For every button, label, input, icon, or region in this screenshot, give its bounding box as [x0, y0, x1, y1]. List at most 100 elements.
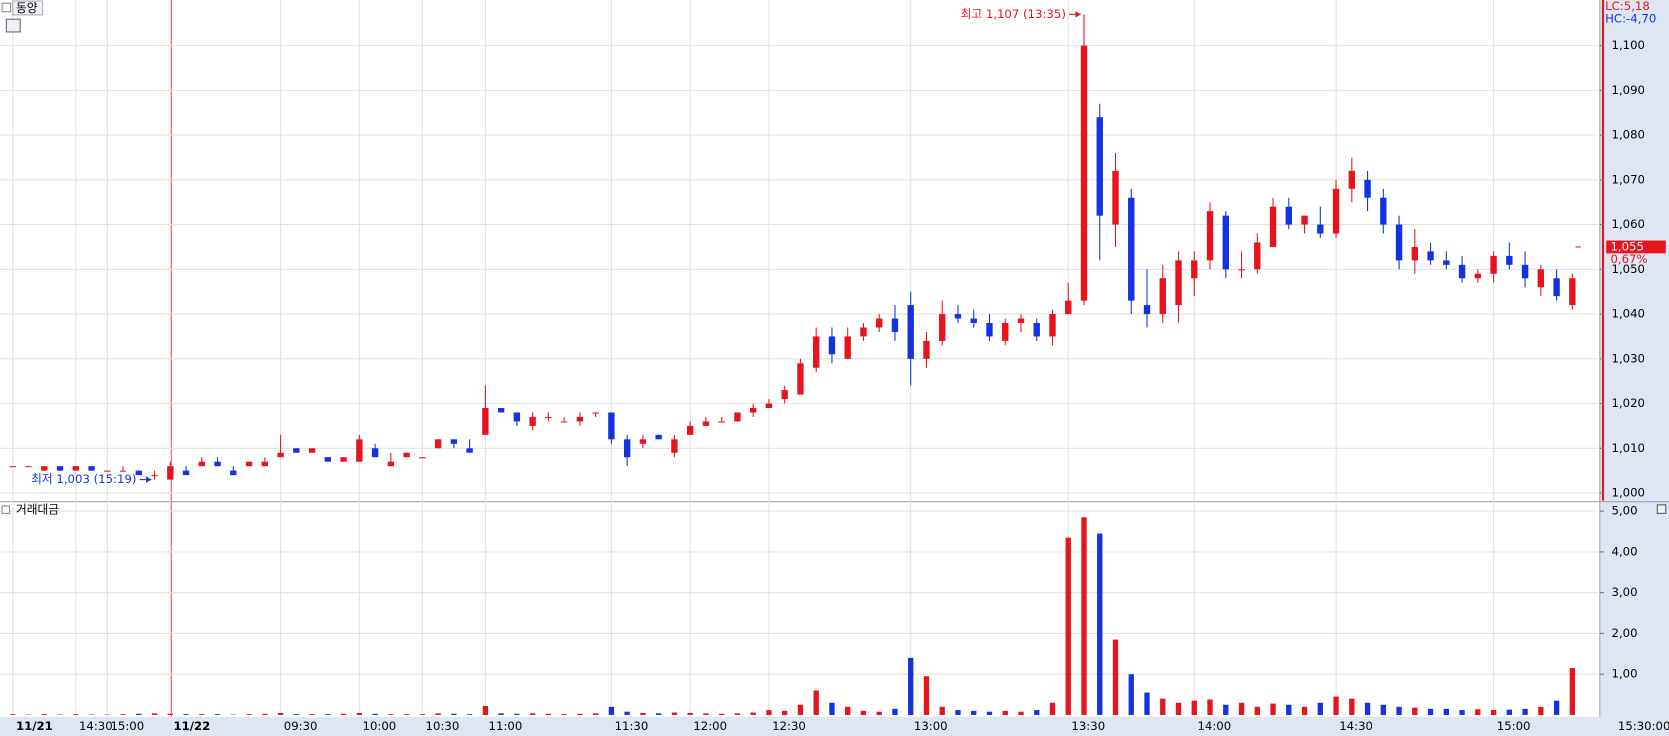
candle-body	[639, 439, 647, 444]
candle-body	[277, 452, 284, 458]
volume-bar	[1364, 702, 1371, 715]
x-tick-label: 10:30	[426, 719, 460, 733]
right-axis-bg	[1599, 0, 1669, 736]
candle-body	[167, 466, 174, 480]
candle-body	[702, 421, 710, 426]
candle-body	[293, 448, 300, 453]
candle-body	[72, 466, 79, 471]
volume-bar	[939, 706, 945, 715]
candle-body	[923, 340, 930, 359]
volume-bar	[293, 714, 299, 715]
candle-body	[41, 466, 48, 471]
y-tick-label: 2,00	[1612, 626, 1638, 640]
candle-body	[1364, 179, 1371, 198]
candle-body	[939, 314, 946, 341]
x-tick-label: 12:30	[772, 719, 806, 733]
candle-body	[198, 461, 206, 467]
y-tick-label: 1,020	[1612, 396, 1646, 410]
candle-body	[1112, 170, 1119, 225]
candle-body	[1143, 305, 1151, 315]
low-label: 최저 1,003 (15:19)	[31, 472, 136, 486]
y-tick-label: 5,00	[1612, 504, 1638, 518]
x-tick-label: 13:00	[914, 719, 948, 733]
candle-body	[718, 421, 725, 423]
candle-body	[450, 439, 458, 444]
panel-icon[interactable]	[1, 2, 12, 13]
panel-icon[interactable]	[1, 505, 11, 514]
low-arrowhead	[146, 476, 152, 483]
volume-bar	[1081, 517, 1087, 715]
volume-bar	[1191, 700, 1197, 715]
candle-body	[686, 425, 694, 435]
candle-body	[1049, 314, 1056, 337]
candle-body	[466, 448, 473, 453]
candle-body	[1128, 197, 1135, 301]
close-button[interactable]	[1656, 504, 1667, 514]
volume-title: 거래대금	[16, 503, 59, 517]
volume-bar	[561, 714, 567, 715]
candle-body	[324, 457, 332, 462]
volume-bar	[1097, 533, 1103, 715]
volume-bar	[1427, 708, 1434, 715]
y-tick-label: 1,070	[1612, 172, 1646, 186]
volume-bar	[529, 713, 536, 715]
volume-bar	[1317, 702, 1323, 715]
candle-body	[1285, 206, 1292, 225]
volume-bar	[1223, 704, 1229, 715]
x-tick-label: 14:30	[79, 719, 113, 733]
volume-bar	[167, 713, 173, 715]
candle-body	[828, 336, 836, 355]
candle-body	[812, 336, 820, 368]
table-icon[interactable]	[5, 18, 21, 33]
candle-body	[907, 305, 914, 359]
volume-bar	[750, 712, 756, 715]
candle-body	[1411, 246, 1419, 261]
y-tick-label: 1,00	[1612, 667, 1638, 681]
volume-bar	[514, 713, 520, 715]
volume-bar	[1301, 706, 1308, 715]
volume-bar	[1459, 710, 1465, 715]
volume-bar	[451, 713, 457, 715]
volume-bar	[1538, 706, 1544, 715]
candle-body	[513, 412, 521, 422]
y-tick-label: 1,030	[1612, 351, 1646, 365]
candle-body	[891, 318, 899, 332]
candle-body	[88, 466, 95, 471]
volume-bar	[829, 702, 835, 715]
volume-bar	[640, 712, 646, 715]
volume-bar	[41, 714, 47, 715]
x-tick-label: 13:30	[1071, 719, 1105, 733]
volume-bar	[262, 713, 268, 715]
volume-bar	[1112, 639, 1119, 715]
candle-body	[1301, 215, 1308, 225]
candle-body	[135, 470, 142, 476]
marks	[9, 11, 1581, 715]
volume-bar	[1475, 709, 1481, 715]
volume-bar	[1286, 704, 1292, 715]
volume-bar	[655, 713, 662, 715]
y-tick-label: 1,040	[1612, 307, 1646, 321]
volume-bar	[1396, 706, 1402, 715]
candle-body	[560, 421, 568, 423]
candle-body	[1017, 318, 1025, 324]
candle-body	[876, 318, 883, 328]
volume-bar	[1049, 702, 1056, 715]
volume-bar	[608, 706, 615, 715]
y-tick-label: 1,090	[1612, 83, 1646, 97]
candle-body	[104, 470, 111, 472]
volume-bar	[1506, 709, 1512, 715]
volume-bar	[1065, 537, 1071, 715]
candle-body	[1191, 260, 1198, 279]
change-label: 0,67%	[1610, 252, 1647, 266]
candle-body	[1553, 278, 1560, 297]
x-tick-label: 10:00	[363, 719, 397, 733]
candle-body	[529, 416, 536, 426]
volume-bar	[199, 714, 205, 715]
candle-body	[119, 470, 127, 472]
volume-bar	[1333, 696, 1339, 715]
volume-bar	[876, 711, 882, 715]
volume-bar	[309, 714, 315, 715]
